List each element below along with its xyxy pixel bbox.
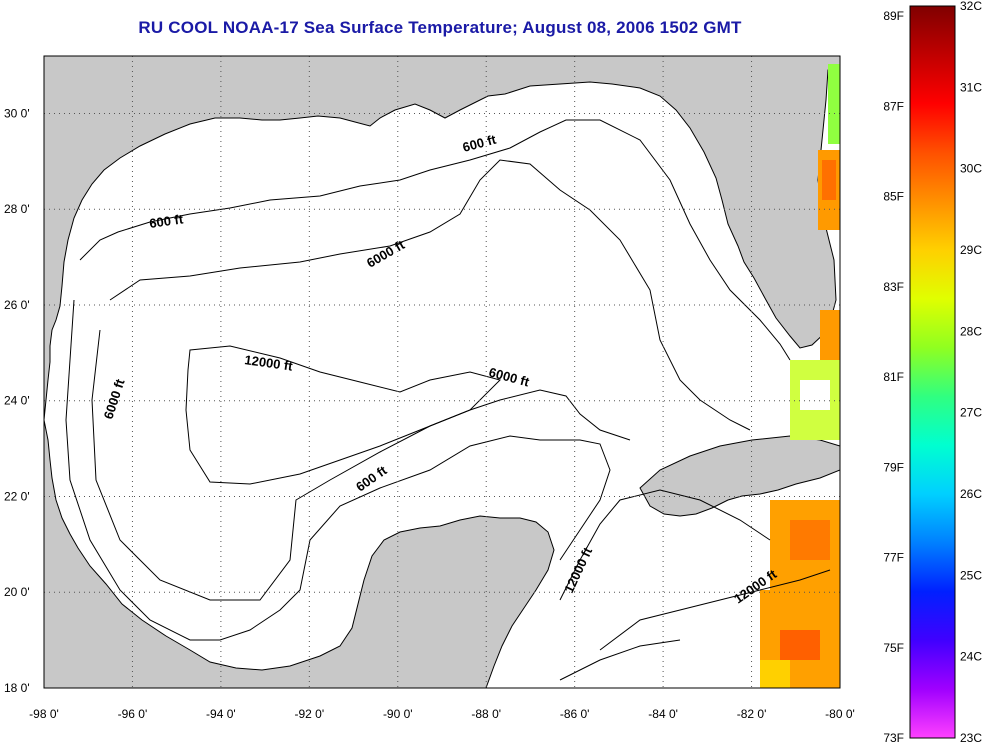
latitude-tick-label: 18 0' <box>4 681 30 695</box>
map-frame <box>43 55 841 689</box>
colorbar-fahrenheit-label: 73F <box>883 731 904 745</box>
latitude-tick-label: 28 0' <box>4 202 30 216</box>
contour-caribbean <box>559 489 831 681</box>
colorbar-celsius-label: 23C <box>960 731 982 745</box>
colorbar-celsius-label: 29C <box>960 243 982 257</box>
colorbar-fahrenheit-label: 87F <box>883 99 904 113</box>
contours <box>65 119 831 681</box>
longitude-tick-label: -98 0' <box>29 707 59 721</box>
colorbar-fahrenheit-label: 85F <box>883 190 904 204</box>
longitude-tick-label: -92 0' <box>295 707 325 721</box>
longitude-tick-label: -90 0' <box>383 707 413 721</box>
longitude-tick-label: -94 0' <box>206 707 236 721</box>
longitude-tick-label: -82 0' <box>737 707 767 721</box>
colorbar-fahrenheit-label: 81F <box>883 370 904 384</box>
land-mexico <box>44 419 555 688</box>
colorbar-celsius-label: 31C <box>960 80 982 94</box>
colorbar-celsius-label: 25C <box>960 568 982 582</box>
colorbar-celsius-label: 30C <box>960 162 982 176</box>
longitude-tick-label: -88 0' <box>471 707 501 721</box>
map-title: RU COOL NOAA-17 Sea Surface Temperature;… <box>138 18 742 37</box>
longitude-tick-label: -84 0' <box>648 707 678 721</box>
contour-label: 12000 ft <box>244 352 295 374</box>
colorbar-fahrenheit-label: 89F <box>883 9 904 23</box>
colorbar-fahrenheit-label: 83F <box>883 280 904 294</box>
colorbar-celsius-label: 28C <box>960 324 982 338</box>
contour-label: 600 ft <box>148 211 184 231</box>
colorbar-fahrenheit-scale: 89F 87F 85F 83F 81F 79F 77F 75F 73F <box>883 9 904 745</box>
land-north-america <box>44 56 840 421</box>
colorbar-fahrenheit-label: 77F <box>883 551 904 565</box>
contour-600ft <box>65 119 791 641</box>
latitude-ticks: 30 0' 28 0' 26 0' 24 0' 22 0' 20 0' 18 0' <box>4 106 30 695</box>
colorbar-celsius-label: 32C <box>960 0 982 13</box>
colorbar-celsius-label: 24C <box>960 650 982 664</box>
latitude-tick-label: 24 0' <box>4 394 30 408</box>
grid-lines <box>44 56 840 688</box>
longitude-tick-label: -86 0' <box>560 707 590 721</box>
longitude-tick-label: -80 0' <box>825 707 855 721</box>
contour-6000ft <box>91 159 751 601</box>
colorbar-celsius-scale: 32C 31C 30C 29C 28C 27C 26C 25C 24C 23C <box>960 0 982 745</box>
sst-patches <box>760 64 840 688</box>
longitude-tick-label: -96 0' <box>118 707 148 721</box>
latitude-tick-label: 20 0' <box>4 585 30 599</box>
latitude-tick-label: 26 0' <box>4 298 30 312</box>
colorbar-celsius-label: 26C <box>960 487 982 501</box>
colorbar-fahrenheit-label: 75F <box>883 641 904 655</box>
colorbar <box>909 5 956 739</box>
latitude-tick-label: 30 0' <box>4 106 30 120</box>
colorbar-fahrenheit-label: 79F <box>883 460 904 474</box>
contour-12000ft <box>185 345 501 485</box>
land-group <box>44 56 840 688</box>
latitude-tick-label: 22 0' <box>4 489 30 503</box>
longitude-ticks: -98 0' -96 0' -94 0' -92 0' -90 0' -88 0' -86 … <box>29 707 855 721</box>
colorbar-celsius-label: 27C <box>960 406 982 420</box>
